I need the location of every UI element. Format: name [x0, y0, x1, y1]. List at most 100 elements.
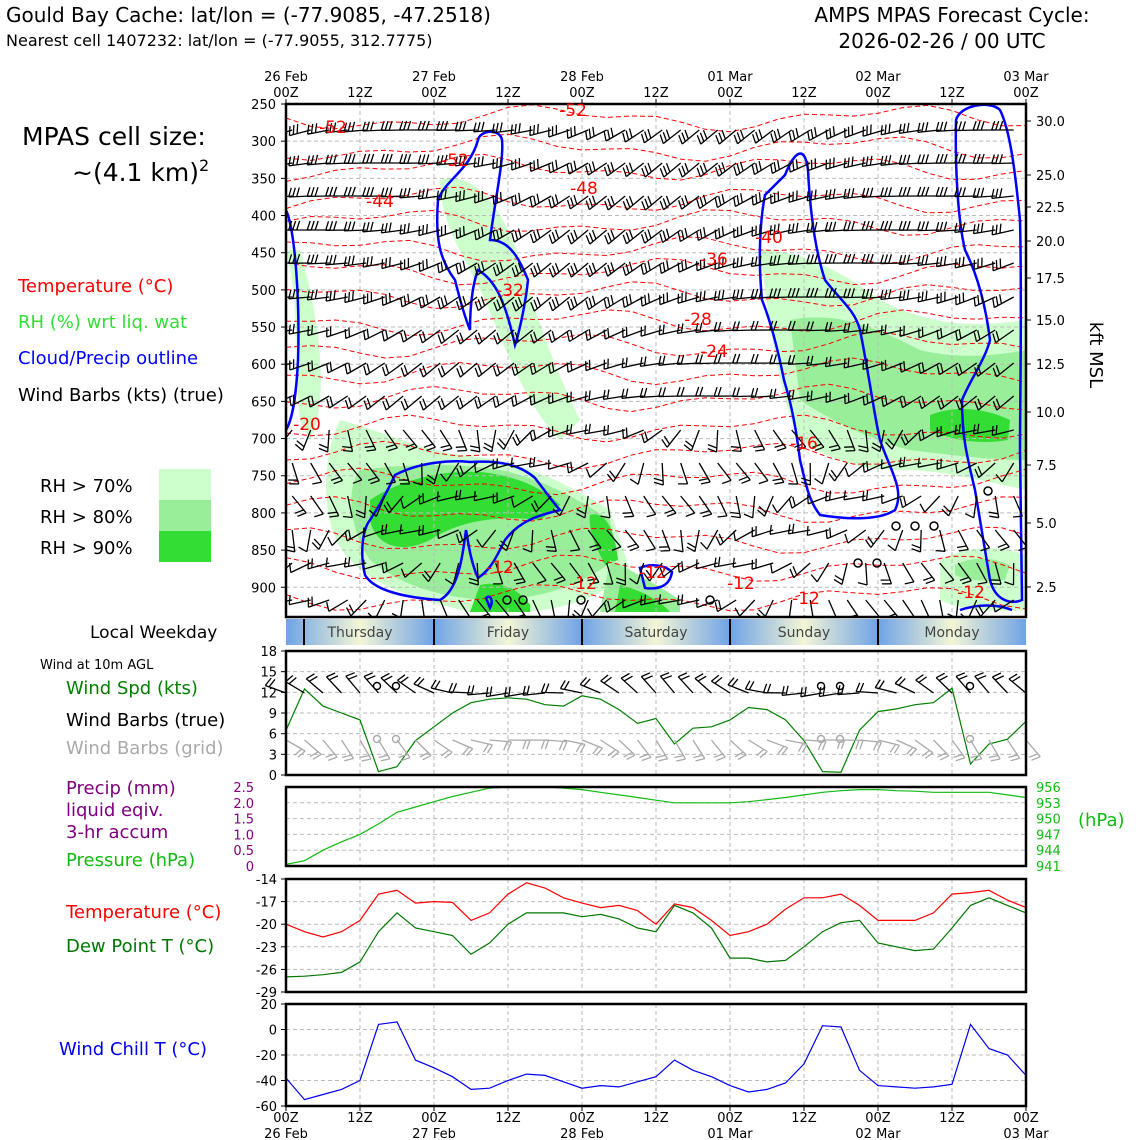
temperature-contour-label: -40 [755, 228, 783, 248]
wind-barb [550, 562, 566, 584]
wind-barb [380, 672, 398, 694]
wind-barb [513, 562, 526, 585]
wind-barb [678, 129, 700, 145]
cell-size-value: ~(4.1 km)2 [72, 156, 209, 187]
wind-barb [288, 394, 311, 407]
wind-barb [686, 529, 700, 553]
wind-barb [990, 562, 1002, 585]
wind-barb [474, 261, 497, 276]
temperature-contour-line [286, 209, 1026, 236]
legend-temperature: Temperature (°C) [17, 276, 173, 297]
wind-barb [455, 296, 478, 311]
wind-barb [579, 676, 601, 694]
wind-barb [936, 328, 959, 340]
wind-barb [603, 562, 614, 585]
wind-barb [994, 529, 1010, 552]
wind-barb [566, 296, 589, 311]
wind-barb [713, 556, 737, 568]
wind-barb [454, 121, 478, 132]
wind-barb [788, 190, 811, 203]
wind-barb [717, 495, 728, 518]
wind-barb [714, 257, 737, 270]
wind-barb [683, 429, 700, 452]
wind-barb [881, 359, 903, 372]
wind-barb [917, 122, 940, 133]
wind-barb [787, 254, 811, 265]
legend-rh: RH (%) wrt liq. wat [18, 312, 187, 333]
wind-barb [915, 674, 934, 694]
legend-rh70: RH > 70% [40, 476, 133, 497]
wind-barb [806, 525, 829, 537]
wind-barb [954, 187, 977, 198]
wind-barbs-true-label: Wind Barbs (true) [66, 710, 225, 731]
y-tick-label: 0 [269, 1024, 277, 1039]
wind-barb [437, 295, 460, 310]
wind-barb [673, 739, 687, 762]
wind-barb [972, 187, 996, 199]
y-tick-label: -60 [256, 1100, 277, 1115]
wind-barb [343, 154, 367, 165]
temperature-contour-label: -48 [570, 179, 598, 199]
precip-tick-label: 2.0 [233, 797, 254, 812]
wind-barb [673, 529, 684, 553]
wind-barb [400, 495, 423, 510]
pressure-tick-label: 850 [251, 544, 276, 559]
time-tick-label-top: 00Z [421, 86, 447, 101]
wind-barb [787, 523, 811, 535]
wind-barb [717, 462, 732, 485]
wind-barb [917, 186, 940, 197]
wind-barb [437, 225, 459, 238]
wind-barb [606, 529, 622, 552]
wind-barb [436, 121, 459, 131]
wind-barb [511, 228, 534, 243]
wind-barb [992, 362, 1015, 378]
calm-wind-marker-grid [372, 734, 382, 744]
wind-barb [559, 680, 583, 694]
legend-wind: Wind Barbs (kts) (true) [18, 385, 224, 406]
wind-barb [291, 495, 307, 518]
calm-wind-marker [391, 681, 401, 691]
wind-barb [677, 259, 700, 273]
y-tick-label: -26 [256, 963, 277, 978]
wind-barb [603, 294, 626, 310]
temp-panel-label: Temperature (°C) [65, 902, 221, 923]
wind-barb [400, 362, 423, 378]
height-tick-label: 25.0 [1036, 169, 1065, 184]
wind-barb [566, 360, 589, 373]
temperature-contour-label: -12 [957, 583, 985, 603]
wind-barb [306, 289, 330, 301]
wind-barb [492, 191, 515, 206]
wind-barb [306, 154, 330, 166]
forecast-cycle: 2026-02-26 / 00 UTC [838, 29, 1045, 53]
temperature-contour-labels: -52 -52 -52 -48 -44 -40 -36 -32 -28 -24 -20 -16 -12 -… [293, 101, 985, 609]
wind-barb [992, 258, 1014, 272]
wind-barb [600, 739, 620, 759]
nearest-cell: Nearest cell 1407232: lat/lon = (-77.905… [6, 31, 433, 50]
wind-barb [936, 395, 959, 410]
wind-barb [466, 685, 490, 696]
wind-barb [622, 261, 645, 277]
wind-barb [399, 524, 422, 535]
wind-barb [733, 529, 756, 542]
wind-barb [676, 386, 700, 397]
wind-barb [325, 290, 348, 302]
wind-barb [421, 562, 441, 583]
wind-barb [355, 495, 367, 519]
wind-barb [585, 195, 608, 211]
chill-panel-label: Wind Chill T (°C) [59, 1039, 207, 1060]
time-tick-label-top: 12Z [939, 86, 965, 101]
wind-barb [730, 429, 742, 453]
date-label-top: 03 Mar [1003, 70, 1049, 85]
wind-barb [529, 362, 552, 376]
wind-barb [413, 676, 435, 694]
wind-barb [919, 495, 941, 513]
wind-barb [814, 462, 830, 485]
wind-barb [606, 462, 626, 483]
time-tick-label-bottom: 00Z [569, 1111, 595, 1126]
wind-barb [288, 562, 311, 574]
temperature-contour-line [286, 526, 1026, 554]
y-tick-label: 6 [269, 728, 277, 743]
wind-barb [584, 390, 607, 402]
wind-barb [992, 395, 1015, 411]
wind-barb [470, 739, 493, 754]
